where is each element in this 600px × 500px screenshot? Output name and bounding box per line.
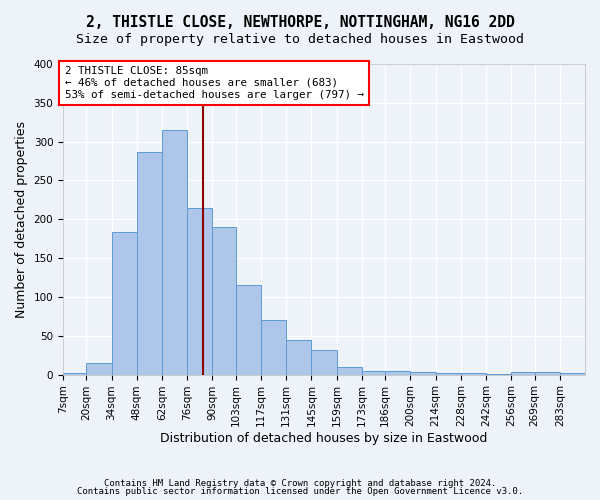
Y-axis label: Number of detached properties: Number of detached properties bbox=[15, 121, 28, 318]
Bar bbox=[236, 286, 261, 374]
Bar bbox=[187, 208, 212, 374]
Bar bbox=[337, 367, 362, 374]
Bar bbox=[311, 350, 337, 374]
Bar bbox=[212, 227, 236, 374]
Bar bbox=[362, 370, 385, 374]
Bar bbox=[511, 372, 535, 374]
Bar bbox=[112, 232, 137, 374]
Text: 2, THISTLE CLOSE, NEWTHORPE, NOTTINGHAM, NG16 2DD: 2, THISTLE CLOSE, NEWTHORPE, NOTTINGHAM,… bbox=[86, 15, 514, 30]
Bar bbox=[410, 372, 436, 374]
Bar bbox=[137, 152, 162, 374]
Bar bbox=[535, 372, 560, 374]
Bar bbox=[63, 373, 86, 374]
Text: Contains HM Land Registry data © Crown copyright and database right 2024.: Contains HM Land Registry data © Crown c… bbox=[104, 478, 496, 488]
Bar bbox=[261, 320, 286, 374]
Bar bbox=[436, 373, 461, 374]
Bar bbox=[560, 373, 585, 374]
Bar bbox=[286, 340, 311, 374]
Text: 2 THISTLE CLOSE: 85sqm
← 46% of detached houses are smaller (683)
53% of semi-de: 2 THISTLE CLOSE: 85sqm ← 46% of detached… bbox=[65, 66, 364, 100]
Text: Contains public sector information licensed under the Open Government Licence v3: Contains public sector information licen… bbox=[77, 487, 523, 496]
Bar bbox=[162, 130, 187, 374]
Bar bbox=[461, 373, 486, 374]
X-axis label: Distribution of detached houses by size in Eastwood: Distribution of detached houses by size … bbox=[160, 432, 488, 445]
Bar bbox=[385, 372, 410, 374]
Bar bbox=[86, 363, 112, 374]
Text: Size of property relative to detached houses in Eastwood: Size of property relative to detached ho… bbox=[76, 32, 524, 46]
